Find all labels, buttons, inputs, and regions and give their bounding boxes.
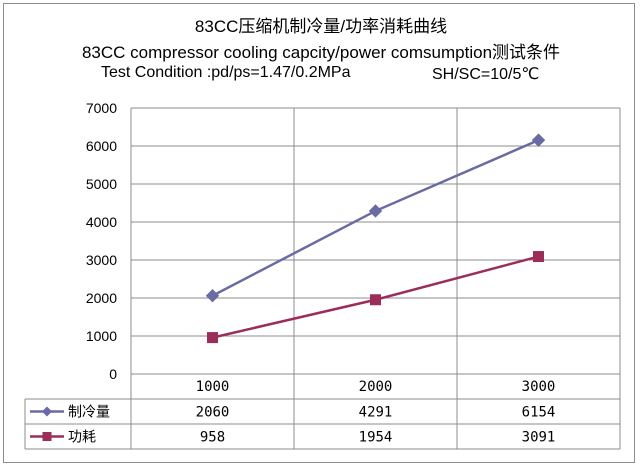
test-condition-pressure: Test Condition :pd/ps=1.47/0.2MPa [101, 64, 351, 81]
y-tick-label: 1000 [86, 328, 117, 344]
data-table-value: 4291 [359, 405, 393, 421]
y-tick-label: 5000 [86, 176, 117, 192]
x-category-label: 3000 [522, 379, 556, 395]
y-tick-label: 3000 [86, 252, 117, 268]
y-tick-label: 0 [109, 366, 117, 382]
data-table-value: 6154 [522, 405, 556, 421]
series-name-label: 制冷量 [68, 405, 110, 421]
data-table-value: 2060 [196, 405, 230, 421]
test-condition-superheat: SH/SC=10/5℃ [432, 66, 540, 83]
y-tick-label: 4000 [86, 214, 117, 230]
data-table-value: 958 [200, 430, 225, 446]
series-line-1 [211, 139, 539, 297]
y-tick-label: 2000 [86, 290, 117, 306]
y-tick-label: 7000 [86, 100, 117, 116]
series-name-label: 功耗 [68, 430, 96, 446]
data-point-diamond [368, 204, 383, 218]
data-point-square [370, 294, 381, 306]
legend-key-diamond [42, 406, 52, 417]
data-point-diamond [531, 133, 546, 147]
chart-frame [3, 3, 635, 463]
data-point-square [207, 332, 218, 344]
data-table-value: 1954 [359, 430, 393, 446]
data-table-value: 3091 [522, 430, 556, 446]
data-point-square [533, 251, 544, 263]
x-category-label: 2000 [359, 379, 393, 395]
chart-subtitle: 83CC compressor cooling capcity/power co… [81, 43, 561, 62]
data-point-diamond [205, 289, 220, 303]
x-category-label: 1000 [196, 379, 230, 395]
y-tick-label: 6000 [86, 138, 117, 154]
chart-title: 83CC压缩机制冷量/功率消耗曲线 [194, 17, 448, 36]
legend-key-square [42, 432, 52, 441]
